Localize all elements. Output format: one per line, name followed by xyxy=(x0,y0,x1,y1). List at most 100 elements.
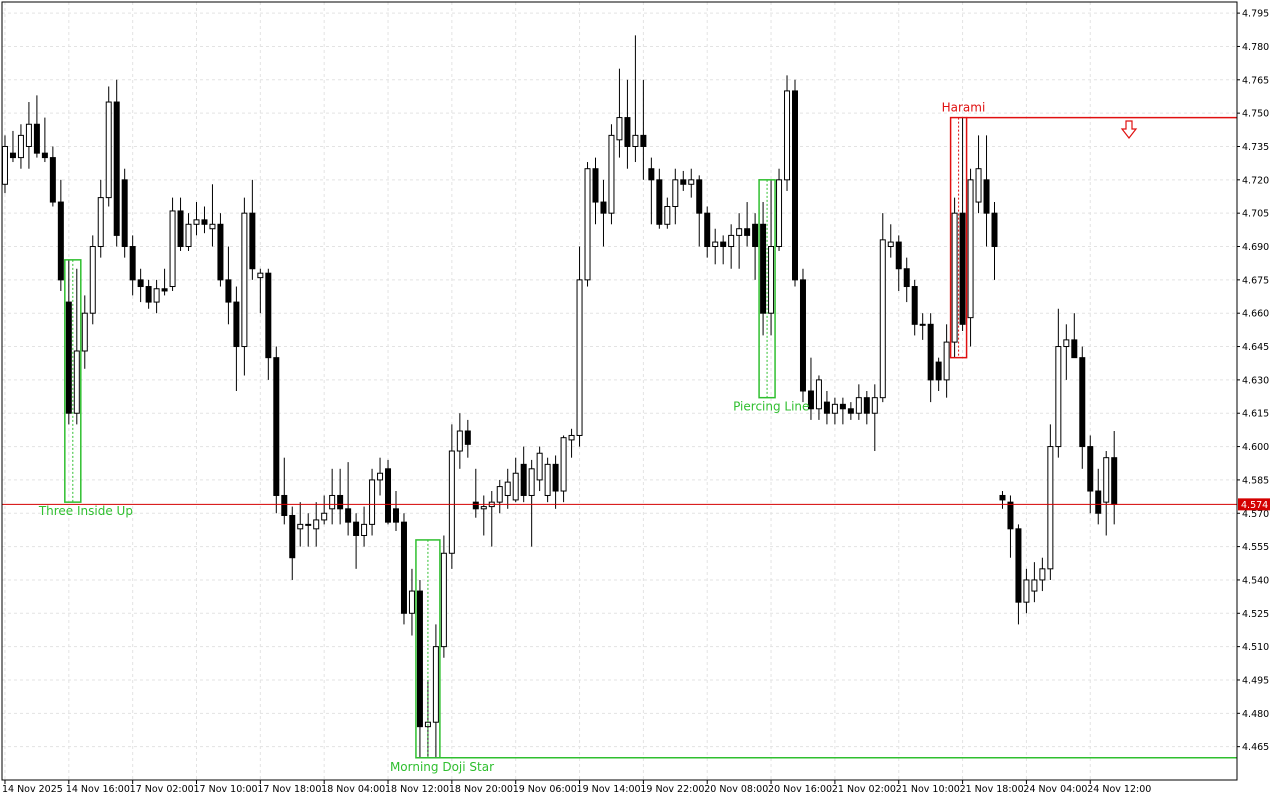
candle-body xyxy=(847,408,854,414)
candle-body xyxy=(408,590,415,614)
candle-body xyxy=(792,90,798,281)
candle-body xyxy=(680,179,687,185)
candle-body xyxy=(696,179,703,214)
x-tick-label: 18 Nov 12:00 xyxy=(385,784,449,795)
plot-area xyxy=(2,35,1237,759)
y-tick-label: 4.750 xyxy=(1242,109,1269,120)
candle-body xyxy=(552,463,559,492)
y-tick-label: 4.555 xyxy=(1242,542,1269,553)
candle-body xyxy=(113,101,120,236)
y-tick-label: 4.615 xyxy=(1242,409,1269,420)
candle-body xyxy=(1015,528,1022,603)
candle-body xyxy=(823,401,830,414)
candle-body xyxy=(967,179,974,319)
candle-body xyxy=(704,212,711,248)
candle-body xyxy=(728,234,735,248)
candle-body xyxy=(584,168,591,281)
x-tick-label: 21 Nov 18:00 xyxy=(960,784,1024,795)
x-tick-label: 17 Nov 10:00 xyxy=(194,784,258,795)
candle-body xyxy=(345,508,352,523)
x-tick-label: 20 Nov 08:00 xyxy=(704,784,768,795)
candle-body xyxy=(911,286,918,325)
candle-body xyxy=(504,481,511,496)
candle-body xyxy=(672,179,679,208)
candle-body xyxy=(400,521,407,614)
x-tick-label: 20 Nov 16:00 xyxy=(768,784,832,795)
candle-body xyxy=(440,552,447,648)
candle-body xyxy=(57,201,64,281)
candle-body xyxy=(105,101,112,199)
candle-body xyxy=(416,590,423,728)
y-tick-label: 4.540 xyxy=(1242,575,1269,586)
candle-body xyxy=(560,437,567,492)
candle-body xyxy=(337,494,344,510)
candle-body xyxy=(1063,339,1070,348)
x-tick-label: 18 Nov 04:00 xyxy=(321,784,385,795)
candle-body xyxy=(464,430,471,445)
candle-body xyxy=(776,179,783,248)
candle-body xyxy=(73,350,80,414)
x-tick-label: 19 Nov 14:00 xyxy=(577,784,641,795)
candle-body xyxy=(1095,490,1102,514)
candle-body xyxy=(768,246,775,314)
candle-body xyxy=(1087,446,1094,492)
candle-body xyxy=(664,206,671,225)
candle-body xyxy=(991,212,998,248)
candle-body xyxy=(720,241,727,248)
y-tick-label: 4.795 xyxy=(1242,9,1269,20)
candle-body xyxy=(1103,457,1110,503)
candle-body xyxy=(249,212,256,270)
candle-body xyxy=(448,450,455,554)
pattern-label: Three Inside Up xyxy=(38,504,133,518)
candle-body xyxy=(600,201,607,214)
y-tick-label: 4.585 xyxy=(1242,475,1269,486)
candle-body xyxy=(281,494,288,516)
candle-body xyxy=(25,123,32,147)
y-tick-label: 4.630 xyxy=(1242,375,1269,386)
candle-body xyxy=(576,279,583,436)
candle-body xyxy=(528,468,535,496)
y-tick-label: 4.510 xyxy=(1242,642,1269,653)
candle-body xyxy=(512,472,519,501)
candle-body xyxy=(129,246,136,281)
candle-body xyxy=(975,168,982,203)
candle-body xyxy=(943,341,950,381)
x-tick-label: 14 Nov 16:00 xyxy=(66,784,130,795)
candle-body xyxy=(265,272,272,359)
y-tick-label: 4.660 xyxy=(1242,309,1269,320)
candle-body xyxy=(49,157,56,203)
candle-body xyxy=(241,212,248,348)
candle-body xyxy=(161,288,168,292)
pattern-label: Piercing Line xyxy=(733,400,809,414)
candle-body xyxy=(1111,457,1118,505)
candle-body xyxy=(927,323,934,381)
candle-body xyxy=(369,479,376,525)
candle-body xyxy=(65,301,72,414)
candle-body xyxy=(89,246,96,314)
candle-body xyxy=(752,223,759,248)
candle-body xyxy=(999,494,1006,501)
candle-body xyxy=(472,501,479,510)
candle-body xyxy=(121,179,128,248)
candle-body xyxy=(480,506,487,510)
y-tick-label: 4.495 xyxy=(1242,675,1269,686)
candle-body xyxy=(432,646,439,723)
candle-body xyxy=(1055,346,1062,448)
candle-body xyxy=(903,268,910,288)
candle-body xyxy=(879,239,886,399)
candle-body xyxy=(361,523,368,536)
candle-body xyxy=(568,434,575,441)
current-price-tag xyxy=(1238,498,1270,511)
x-tick-label: 21 Nov 02:00 xyxy=(832,784,896,795)
candle-body xyxy=(145,286,152,303)
x-tick-label: 17 Nov 02:00 xyxy=(130,784,194,795)
x-tick-label: 24 Nov 12:00 xyxy=(1087,784,1151,795)
candle-body xyxy=(951,212,958,343)
y-tick-label: 4.465 xyxy=(1242,742,1269,753)
candle-body xyxy=(784,90,791,181)
y-tick-label: 4.780 xyxy=(1242,42,1269,53)
candle-body xyxy=(895,241,902,270)
candle-body xyxy=(201,219,208,225)
candle-body xyxy=(983,179,990,214)
candle-body xyxy=(1023,579,1030,603)
